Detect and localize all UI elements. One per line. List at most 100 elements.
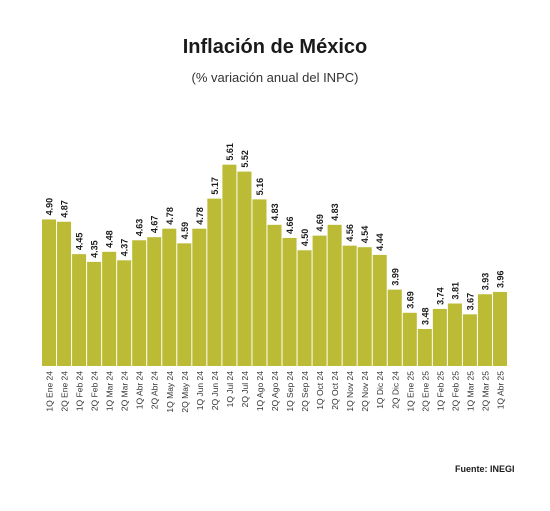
category-label-3: 2Q Feb 24 bbox=[90, 371, 100, 411]
bar-28 bbox=[462, 314, 477, 366]
value-label-19: 4.83 bbox=[330, 203, 340, 221]
category-label-11: 2Q Jun 24 bbox=[210, 371, 220, 410]
category-label-30: 1Q Abr 25 bbox=[495, 371, 505, 410]
category-label-27: 2Q Feb 25 bbox=[450, 371, 460, 411]
value-label-18: 4.69 bbox=[315, 214, 325, 232]
category-label-1: 2Q Ene 24 bbox=[60, 371, 70, 412]
bar-2 bbox=[72, 254, 87, 366]
category-label-13: 2Q Jul 24 bbox=[240, 371, 250, 408]
category-label-9: 2Q May 24 bbox=[180, 371, 190, 413]
value-label-28: 3.67 bbox=[465, 293, 475, 311]
category-label-14: 1Q Ago 24 bbox=[255, 371, 265, 411]
value-label-30: 3.96 bbox=[495, 270, 505, 288]
value-label-13: 5.52 bbox=[240, 150, 250, 168]
value-labels-group: 4.90 4.87 4.45 4.35 4.48 4.37 4.63 4.67 4.78 4.59… bbox=[45, 143, 506, 325]
bar-3 bbox=[87, 261, 102, 366]
category-label-0: 1Q Ene 24 bbox=[45, 371, 55, 412]
value-label-12: 5.61 bbox=[225, 143, 235, 161]
bar-19 bbox=[327, 224, 342, 366]
category-label-8: 1Q May 24 bbox=[165, 371, 175, 413]
category-label-24: 1Q Ene 25 bbox=[405, 371, 415, 412]
bar-27 bbox=[447, 303, 462, 366]
bar-17 bbox=[297, 250, 312, 366]
value-label-7: 4.67 bbox=[150, 216, 160, 234]
bar-6 bbox=[132, 240, 147, 366]
category-labels-group: 1Q Ene 24 2Q Ene 24 1Q Feb 24 2Q Feb 24 1Q M… bbox=[45, 371, 506, 413]
bar-10 bbox=[192, 228, 207, 366]
bar-11 bbox=[207, 198, 222, 366]
category-label-17: 2Q Sep 24 bbox=[300, 371, 310, 412]
value-label-20: 4.56 bbox=[345, 224, 355, 242]
value-label-6: 4.63 bbox=[135, 219, 145, 237]
bar-0 bbox=[42, 219, 57, 366]
bar-21 bbox=[357, 247, 372, 366]
value-label-4: 4.48 bbox=[105, 230, 115, 248]
value-label-21: 4.54 bbox=[360, 226, 370, 244]
bar-26 bbox=[432, 308, 447, 366]
bar-18 bbox=[312, 235, 327, 366]
chart-subtitle: (% variación anual del INPC) bbox=[191, 70, 359, 85]
category-label-15: 2Q Ago 24 bbox=[270, 371, 280, 411]
value-label-2: 4.45 bbox=[75, 233, 85, 251]
bar-1 bbox=[57, 221, 72, 366]
source-note: Fuente: INEGI bbox=[455, 464, 515, 474]
category-label-4: 1Q Mar 24 bbox=[105, 371, 115, 411]
bar-8 bbox=[162, 228, 177, 366]
bar-4 bbox=[102, 251, 117, 366]
category-label-5: 2Q Mar 24 bbox=[120, 371, 130, 411]
category-label-2: 1Q Feb 24 bbox=[75, 371, 85, 411]
category-label-22: 1Q Dic 24 bbox=[375, 371, 385, 409]
value-label-24: 3.69 bbox=[405, 291, 415, 309]
bar-5 bbox=[117, 260, 132, 366]
value-label-8: 4.78 bbox=[165, 207, 175, 225]
bar-13 bbox=[237, 171, 252, 366]
bar-23 bbox=[387, 289, 402, 366]
bar-12 bbox=[222, 164, 237, 366]
value-label-25: 3.48 bbox=[420, 307, 430, 325]
value-label-11: 5.17 bbox=[210, 177, 220, 195]
bar-22 bbox=[372, 254, 387, 366]
value-label-1: 4.87 bbox=[60, 200, 70, 218]
value-label-9: 4.59 bbox=[180, 222, 190, 240]
bar-30 bbox=[492, 291, 507, 366]
value-label-27: 3.81 bbox=[450, 282, 460, 300]
bar-20 bbox=[342, 245, 357, 366]
category-label-21: 2Q Nov 24 bbox=[360, 371, 370, 412]
value-label-26: 3.74 bbox=[435, 287, 445, 305]
value-label-0: 4.90 bbox=[45, 198, 55, 216]
category-label-18: 1Q Oct 24 bbox=[315, 371, 325, 410]
category-label-26: 1Q Feb 25 bbox=[435, 371, 445, 411]
category-label-16: 1Q Sep 24 bbox=[285, 371, 295, 412]
category-label-12: 1Q Jul 24 bbox=[225, 371, 235, 408]
category-label-19: 2Q Oct 24 bbox=[330, 371, 340, 410]
value-label-14: 5.16 bbox=[255, 178, 265, 196]
value-label-5: 4.37 bbox=[120, 239, 130, 257]
bar-7 bbox=[147, 237, 162, 366]
value-label-17: 4.50 bbox=[300, 229, 310, 247]
value-label-16: 4.66 bbox=[285, 216, 295, 234]
value-label-23: 3.99 bbox=[390, 268, 400, 286]
value-label-22: 4.44 bbox=[375, 233, 385, 251]
category-label-23: 2Q Dic 24 bbox=[390, 371, 400, 409]
value-label-29: 3.93 bbox=[480, 273, 490, 291]
bar-15 bbox=[267, 224, 282, 366]
bars-group bbox=[42, 164, 507, 366]
category-label-7: 2Q Abr 24 bbox=[150, 371, 160, 410]
bar-29 bbox=[477, 294, 492, 366]
bar-16 bbox=[282, 237, 297, 366]
value-label-15: 4.83 bbox=[270, 203, 280, 221]
category-label-25: 2Q Ene 25 bbox=[420, 371, 430, 412]
bar-25 bbox=[417, 328, 432, 366]
bar-14 bbox=[252, 199, 267, 366]
category-label-10: 1Q Jun 24 bbox=[195, 371, 205, 410]
value-label-10: 4.78 bbox=[195, 207, 205, 225]
bar-24 bbox=[402, 312, 417, 366]
chart-title: Inflación de México bbox=[182, 36, 368, 58]
category-label-28: 1Q Mar 25 bbox=[465, 371, 475, 411]
value-label-3: 4.35 bbox=[90, 240, 100, 258]
category-label-6: 1Q Abr 24 bbox=[135, 371, 145, 410]
bar-9 bbox=[177, 243, 192, 366]
category-label-20: 1Q Nov 24 bbox=[345, 371, 355, 412]
category-label-29: 2Q Mar 25 bbox=[480, 371, 490, 411]
